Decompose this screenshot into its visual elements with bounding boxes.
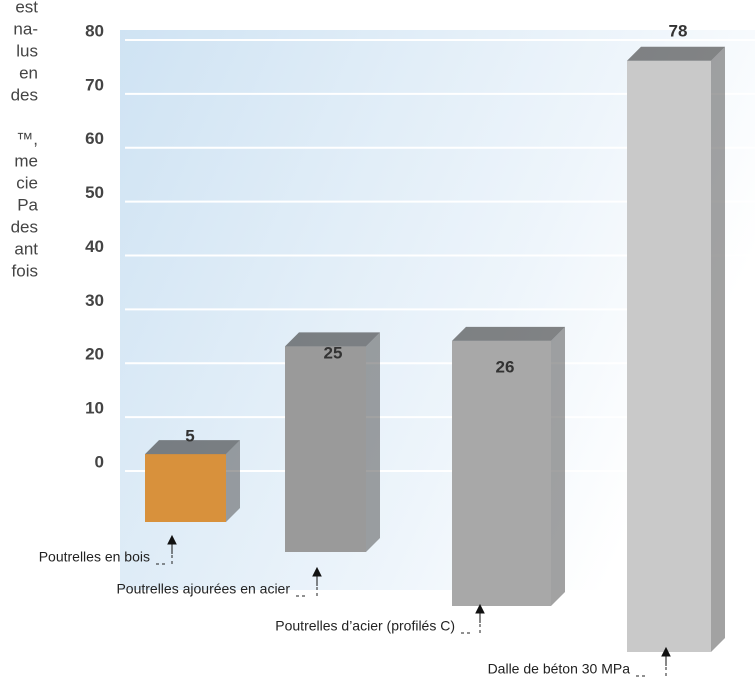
y-tick-label: 40 bbox=[85, 237, 104, 256]
side-text: en bbox=[19, 63, 38, 82]
y-tick-label: 0 bbox=[95, 452, 104, 471]
bar bbox=[627, 61, 711, 652]
side-text: des bbox=[11, 85, 38, 104]
value-label: 25 bbox=[324, 343, 343, 362]
y-tick-label: 80 bbox=[85, 21, 104, 40]
y-tick-label: 70 bbox=[85, 75, 104, 94]
side-text: fois bbox=[12, 261, 38, 280]
side-text: Pa bbox=[17, 195, 38, 214]
arrow bbox=[476, 605, 484, 623]
side-text: lus bbox=[16, 41, 38, 60]
side-text: ant bbox=[14, 239, 38, 258]
y-tick-label: 10 bbox=[85, 399, 104, 418]
bar-top bbox=[452, 327, 565, 341]
bar-side bbox=[711, 47, 725, 652]
side-text: me bbox=[14, 151, 38, 170]
side-text: est bbox=[15, 0, 38, 16]
y-tick-label: 60 bbox=[85, 129, 104, 148]
side-text: ™, bbox=[16, 129, 38, 148]
bar-top bbox=[627, 47, 725, 61]
y-tick-label: 30 bbox=[85, 291, 104, 310]
value-label: 26 bbox=[496, 357, 515, 376]
value-label: 78 bbox=[669, 21, 688, 40]
bar-side bbox=[366, 332, 380, 552]
bar-side bbox=[551, 327, 565, 606]
side-text: cie bbox=[16, 173, 38, 192]
category-label: Poutrelles ajourées en acier bbox=[116, 581, 290, 597]
y-tick-label: 20 bbox=[85, 345, 104, 364]
side-text: na- bbox=[13, 19, 38, 38]
category-label: Poutrelles d’acier (profilés C) bbox=[275, 618, 455, 634]
side-text: des bbox=[11, 217, 38, 236]
bar bbox=[285, 346, 366, 552]
bar bbox=[145, 454, 226, 522]
pointer bbox=[461, 623, 480, 633]
y-tick-label: 50 bbox=[85, 183, 104, 202]
chart: est na-lus en des ™, me cie Pa des ant fois 0 10 20 30… bbox=[0, 0, 755, 682]
value-label: 5 bbox=[185, 426, 194, 445]
category-label: Poutrelles en bois bbox=[39, 549, 150, 565]
category-label: Dalle de béton 30 MPa bbox=[488, 661, 631, 677]
pointer bbox=[636, 666, 666, 676]
bar-side bbox=[226, 440, 240, 522]
bar bbox=[452, 341, 551, 606]
